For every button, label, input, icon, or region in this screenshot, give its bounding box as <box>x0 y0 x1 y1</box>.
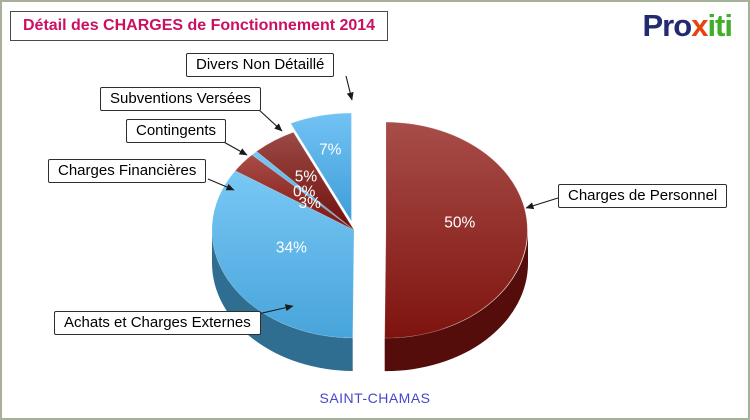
slice-percent-label-3: 0% <box>293 184 316 201</box>
label-subventions-versees: Subventions Versées <box>100 87 261 111</box>
callout-line-contingents <box>221 140 248 156</box>
pie-slice-3 <box>251 150 355 231</box>
logo-part-pro: Pro <box>642 8 693 43</box>
pie-slice-0 <box>384 121 528 339</box>
logo-part-iti: iti <box>707 8 733 43</box>
label-achats-et-charges-externes: Achats et Charges Externes <box>54 311 261 335</box>
pie-slice-side-0 <box>384 230 528 372</box>
slice-percent-label-1: 34% <box>276 239 307 256</box>
callout-line-divers <box>345 75 354 101</box>
pie-slice-side-1 <box>212 230 353 371</box>
pie-slice-5 <box>289 112 352 223</box>
logo-part-x: x <box>691 8 708 43</box>
label-contingents: Contingents <box>126 119 227 143</box>
slice-percent-label-2: 3% <box>298 195 321 212</box>
callout-line-personnel <box>525 197 559 210</box>
label-divers-non-detaille: Divers Non Détaillé <box>186 53 335 77</box>
pie-chart: 50% 34% 3%0%5%7% <box>211 112 528 372</box>
callout-line-subventions <box>257 108 283 132</box>
pie-slice-2 <box>234 154 355 231</box>
slice-percent-label-5: 7% <box>319 141 342 158</box>
slice-percent-label-4: 5% <box>295 169 318 186</box>
label-charges-financieres: Charges Financières <box>48 159 207 183</box>
page-title: Détail des CHARGES de Fonctionnement 201… <box>10 11 389 41</box>
label-charges-de-personnel: Charges de Personnel <box>558 184 728 208</box>
city-name: SAINT-CHAMAS <box>319 390 431 406</box>
callout-line-achats <box>257 304 294 315</box>
proxiti-logo[interactable]: Proxiti <box>643 8 733 44</box>
slice-percent-label-0: 50% <box>444 214 475 231</box>
callout-lines <box>207 75 559 315</box>
pie-slice-1 <box>211 170 355 339</box>
callout-line-financieres <box>207 178 235 191</box>
pie-slice-4 <box>255 131 355 231</box>
